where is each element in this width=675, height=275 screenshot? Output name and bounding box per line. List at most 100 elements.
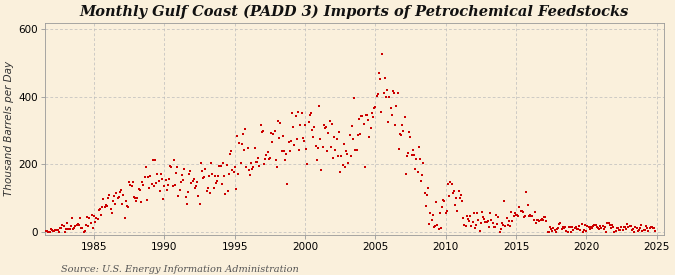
Point — [568, 228, 578, 233]
Point — [331, 137, 342, 141]
Point — [301, 147, 312, 152]
Point — [279, 148, 290, 153]
Point — [190, 186, 200, 190]
Point — [430, 224, 441, 229]
Point — [215, 164, 226, 168]
Point — [193, 194, 204, 199]
Point — [296, 111, 307, 116]
Point — [164, 177, 175, 182]
Point — [269, 128, 280, 133]
Point — [365, 126, 376, 130]
Point — [323, 131, 334, 135]
Point — [576, 221, 587, 226]
Point — [329, 135, 340, 140]
Point — [642, 225, 653, 230]
Point — [516, 209, 527, 214]
Point — [65, 224, 76, 228]
Point — [77, 226, 88, 230]
Point — [446, 182, 457, 186]
Point — [384, 95, 395, 100]
Point — [485, 211, 495, 215]
Point — [470, 222, 481, 227]
Point — [594, 227, 605, 231]
Point — [252, 156, 263, 160]
Point — [98, 197, 109, 201]
Point — [111, 191, 122, 195]
Point — [453, 189, 464, 193]
Point — [206, 161, 217, 166]
Point — [294, 147, 304, 152]
Point — [639, 228, 650, 232]
Point — [533, 218, 543, 222]
Point — [271, 165, 282, 169]
Point — [76, 226, 86, 230]
Point — [247, 167, 258, 171]
Point — [63, 226, 74, 231]
Point — [288, 125, 299, 130]
Point — [639, 228, 649, 232]
Point — [629, 230, 640, 234]
Point — [262, 150, 273, 155]
Point — [284, 149, 295, 154]
Point — [204, 174, 215, 178]
Point — [440, 211, 451, 215]
Point — [92, 217, 103, 221]
Point — [587, 226, 597, 230]
Point — [256, 130, 267, 134]
Point — [234, 141, 245, 145]
Point — [506, 210, 516, 215]
Point — [48, 229, 59, 233]
Point — [133, 186, 144, 191]
Point — [340, 165, 350, 169]
Point — [518, 210, 529, 214]
Point — [562, 230, 573, 234]
Point — [421, 193, 432, 198]
Point — [134, 188, 145, 192]
Point — [290, 114, 301, 118]
Point — [596, 226, 607, 230]
Point — [147, 157, 158, 162]
Point — [377, 52, 387, 56]
Point — [217, 182, 227, 186]
Point — [230, 165, 240, 169]
Point — [274, 136, 285, 141]
Point — [161, 188, 172, 192]
Point — [50, 228, 61, 233]
Point — [527, 214, 538, 218]
Point — [523, 214, 534, 218]
Point — [595, 224, 605, 229]
Point — [242, 145, 253, 150]
Point — [47, 228, 57, 232]
Point — [192, 179, 202, 184]
Point — [545, 226, 556, 231]
Point — [483, 218, 493, 223]
Point — [425, 211, 436, 215]
Point — [624, 223, 635, 228]
Point — [373, 92, 383, 96]
Point — [236, 142, 247, 147]
Point — [370, 105, 381, 109]
Point — [322, 149, 333, 153]
Point — [391, 104, 402, 108]
Point — [341, 148, 352, 153]
Point — [491, 213, 502, 217]
Point — [202, 186, 213, 190]
Point — [567, 224, 578, 229]
Point — [182, 202, 192, 207]
Point — [622, 222, 632, 226]
Point — [423, 186, 433, 190]
Point — [342, 152, 352, 156]
Point — [139, 175, 150, 179]
Point — [57, 223, 68, 227]
Point — [473, 218, 484, 222]
Point — [628, 227, 639, 232]
Point — [146, 181, 157, 186]
Point — [213, 174, 223, 179]
Point — [358, 122, 369, 127]
Point — [43, 230, 54, 234]
Point — [176, 180, 186, 185]
Point — [68, 227, 78, 232]
Point — [123, 205, 134, 209]
Point — [383, 120, 394, 124]
Point — [381, 95, 392, 100]
